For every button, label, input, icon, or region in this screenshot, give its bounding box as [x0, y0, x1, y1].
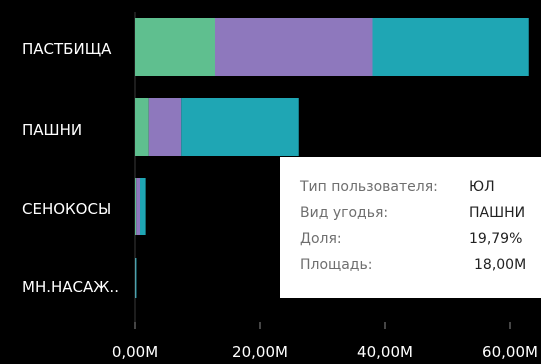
x-tick-label: 0,00M: [112, 343, 158, 361]
tooltip-value: ПАШНИ: [469, 205, 526, 221]
x-tick-label: 20,00M: [232, 343, 288, 361]
tooltip-value: 18,00M: [474, 257, 527, 273]
category-label: ПАСТБИЩА: [22, 40, 112, 58]
tooltip-key: Доля:: [300, 231, 342, 247]
bar-segment-1-2[interactable]: [215, 18, 373, 76]
tooltip-row-land-type: Вид угодья: ПАШНИ: [300, 203, 541, 229]
bar-segment-4-3[interactable]: [135, 258, 137, 298]
tooltip-key: Вид угодья:: [300, 205, 389, 221]
tooltip-row-user-type: Тип пользователя: ЮЛ: [300, 177, 541, 203]
tooltip-key: Площадь:: [300, 257, 373, 273]
tooltip-key: Тип пользователя:: [300, 179, 438, 195]
bar-segment-2-3[interactable]: [181, 98, 299, 156]
category-label: МН.НАСАЖ..: [22, 278, 119, 296]
bar-segment-1-1[interactable]: [135, 18, 215, 76]
tooltip: Тип пользователя: ЮЛ Вид угодья: ПАШНИ Д…: [280, 157, 541, 298]
bar-segment-2-1[interactable]: [135, 98, 149, 156]
x-tick-label: 60,00M: [482, 343, 538, 361]
tooltip-value: ЮЛ: [469, 179, 495, 195]
category-label: ПАШНИ: [22, 121, 82, 139]
tooltip-row-share: Доля: 19,79%: [300, 229, 541, 255]
bar-segment-3-3[interactable]: [140, 178, 146, 235]
bar-segment-2-2[interactable]: [148, 98, 182, 156]
bar-segment-3-2[interactable]: [136, 178, 140, 235]
bar-segment-1-3[interactable]: [372, 18, 529, 76]
category-label: СЕНОКОСЫ: [22, 200, 111, 218]
x-tick-label: 40,00M: [357, 343, 413, 361]
bar-segment-3-1[interactable]: [135, 178, 137, 235]
tooltip-row-area: Площадь: 18,00M: [300, 255, 541, 281]
tooltip-value: 19,79%: [469, 231, 523, 247]
